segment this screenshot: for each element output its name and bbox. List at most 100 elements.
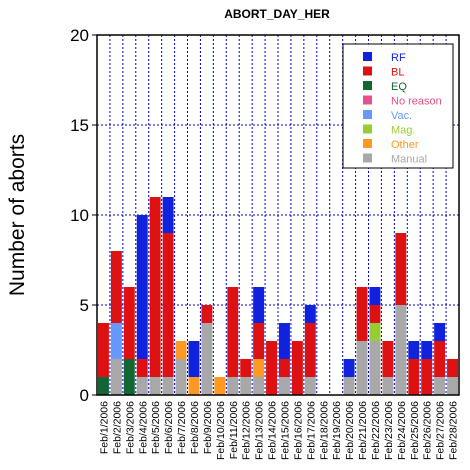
bar-segment (240, 359, 252, 377)
bar-segment (227, 377, 239, 395)
bar-segment (279, 323, 290, 359)
x-tick-label: Feb/9/2006 (202, 401, 214, 454)
bar-segment (369, 341, 381, 395)
bar-segment (240, 377, 252, 395)
legend-swatch (363, 124, 372, 134)
x-tick-label: Feb/2/2006 (111, 401, 123, 454)
bar-segment (110, 359, 122, 395)
x-tick-label: Feb/17/2006 (305, 401, 317, 460)
bar-segment (110, 323, 122, 359)
grid (97, 35, 459, 395)
x-tick-label: Feb/19/2006 (331, 401, 343, 460)
x-tick-label: Feb/15/2006 (279, 401, 291, 460)
bar-segment (343, 359, 355, 377)
x-tick-label: Feb/11/2006 (228, 401, 240, 459)
bar-segment (343, 377, 355, 395)
bar-segment (253, 359, 265, 377)
x-tick-label: Feb/16/2006 (292, 401, 304, 460)
legend: RF BL EQ No reason Vac. Mag. Other Manual (342, 43, 454, 169)
x-tick-label: Feb/21/2006 (357, 401, 369, 460)
x-tick-label: Feb/23/2006 (383, 401, 395, 460)
bar-segment (175, 341, 187, 359)
bar-segment (304, 323, 316, 377)
y-tick-label: 0 (80, 386, 89, 405)
bar-segment (201, 305, 213, 323)
x-tick-label: Feb/5/2006 (150, 401, 162, 454)
x-tick-label: Feb/3/2006 (124, 401, 136, 454)
legend-swatch (363, 81, 372, 90)
bar-segment (123, 359, 135, 395)
y-axis-label: Number of aborts (6, 134, 29, 296)
bar-segment (421, 341, 433, 359)
bar-segment (279, 359, 290, 377)
x-tick-label: Feb/10/2006 (215, 401, 227, 460)
legend-label: BL (391, 67, 404, 79)
bar-segment (395, 305, 407, 395)
legend-label: RF (391, 52, 406, 64)
legend-swatch (363, 139, 372, 148)
legend-label: Mag. (391, 125, 415, 137)
x-tick-label: Feb/4/2006 (137, 401, 149, 454)
y-tick-label: 5 (80, 296, 89, 315)
x-tick-label: Feb/22/2006 (370, 401, 382, 460)
bar-segment (382, 377, 394, 395)
x-tick-label: Feb/27/2006 (435, 401, 447, 460)
legend-box (342, 43, 454, 169)
bar-segment (434, 323, 446, 341)
legend-swatch (363, 66, 372, 76)
legend-label: Vac. (391, 110, 412, 122)
bar-segment (447, 377, 458, 395)
bar-segment (201, 323, 213, 395)
bar-segment (266, 341, 277, 395)
bar-segment (356, 341, 368, 395)
x-tick-label: Feb/12/2006 (241, 401, 253, 460)
x-tick-label: Feb/28/2006 (448, 401, 460, 460)
bar-segment (369, 323, 381, 341)
bar-segment (110, 251, 122, 323)
x-tick-label: Feb/26/2006 (422, 401, 434, 460)
bar-segment (356, 287, 368, 341)
bar-segment (149, 197, 161, 377)
bar-segment (408, 359, 420, 395)
bar-segment (98, 377, 109, 395)
x-tick-label: Feb/13/2006 (254, 401, 266, 460)
x-tick-label: Feb/18/2006 (318, 401, 330, 460)
bar-segment (188, 377, 200, 395)
y-tick-label: 20 (70, 26, 89, 45)
legend-swatch (363, 153, 372, 163)
bar-segment (175, 359, 187, 395)
bar-segment (149, 377, 161, 395)
bar-segment (369, 287, 381, 305)
bars (98, 197, 458, 395)
x-tick-label: Feb/20/2006 (344, 401, 356, 460)
y-tick-label: 10 (70, 206, 89, 225)
bar-segment (447, 359, 458, 377)
bar-segment (408, 341, 420, 359)
x-tick-label: Feb/25/2006 (409, 401, 421, 460)
bar-segment (434, 341, 446, 377)
x-tick-label: Feb/14/2006 (267, 401, 279, 460)
x-tick-label: Feb/24/2006 (396, 401, 408, 460)
bar-segment (304, 377, 316, 395)
legend-swatch (363, 110, 372, 119)
x-tick-label: Feb/7/2006 (176, 401, 188, 454)
legend-swatch (363, 95, 372, 105)
x-tick-label: Feb/6/2006 (163, 401, 175, 454)
bar-segment (188, 341, 200, 377)
bar-segment (421, 359, 433, 395)
legend-label: EQ (391, 81, 407, 93)
bar-segment (98, 323, 109, 377)
bar-segment (162, 233, 174, 377)
bar-segment (136, 359, 148, 377)
bar-segment (227, 287, 239, 377)
chart-title: ABORT_DAY_HER (224, 7, 330, 21)
bar-segment (123, 287, 135, 359)
bar-segment (279, 377, 290, 395)
bar-segment (136, 215, 148, 359)
legend-label: No reason (391, 96, 442, 108)
bar-segment (382, 341, 394, 377)
x-tick-label: Feb/8/2006 (189, 401, 201, 454)
legend-label: Other (391, 139, 419, 151)
y-ticks: 0 5 10 15 20 (70, 26, 97, 405)
